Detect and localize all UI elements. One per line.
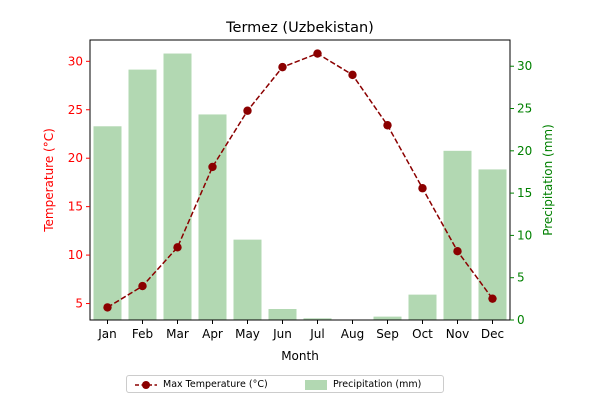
right-tick-label: 15 xyxy=(517,186,532,200)
axes-layer: 5 10 15 20 25 30 0 5 10 15 20 25 30 Jan Feb Mar Apr May Ju… xyxy=(68,39,532,341)
right-tick-label: 30 xyxy=(517,59,532,73)
temp-point-jun xyxy=(278,62,287,72)
right-tick-label: 20 xyxy=(517,144,532,158)
precip-bar-oct xyxy=(408,294,437,320)
chart-title: Termez (Uzbekistan) xyxy=(225,20,374,36)
temperature-line-layer xyxy=(103,49,497,312)
temp-point-feb xyxy=(138,281,147,291)
x-tick-label: Nov xyxy=(446,327,469,341)
temp-point-sep xyxy=(383,121,392,130)
x-tick-label: Jun xyxy=(272,327,292,341)
right-tick-label: 0 xyxy=(517,313,525,327)
left-axis-label: Temperature (°C) xyxy=(42,128,56,233)
x-tick-label: Sep xyxy=(376,327,399,341)
precip-bar-nov xyxy=(443,150,472,320)
right-axis-label: Precipitation (mm) xyxy=(541,124,555,236)
temp-point-jul xyxy=(313,49,322,58)
x-tick-label: Aug xyxy=(341,327,364,341)
x-tick-label: Mar xyxy=(166,327,189,341)
x-tick-label: Feb xyxy=(132,327,153,341)
temp-point-jan xyxy=(103,303,112,312)
legend: Max Temperature (°C) Precipitation (mm) xyxy=(126,375,444,393)
right-tick-label: 25 xyxy=(517,102,532,116)
right-tick-label: 5 xyxy=(517,271,525,285)
precip-bar-may xyxy=(233,239,262,320)
temp-point-aug xyxy=(348,70,357,80)
x-tick-label: Jul xyxy=(309,327,324,341)
temperature-line xyxy=(107,52,494,309)
temp-point-nov xyxy=(453,247,462,256)
precip-bar-mar xyxy=(163,53,192,321)
left-tick-label: 30 xyxy=(68,54,83,68)
legend-line-marker-icon xyxy=(135,380,157,389)
precip-bar-jun xyxy=(268,309,297,320)
plot-frame xyxy=(89,39,511,321)
precip-bar-jan xyxy=(93,126,122,320)
precip-bar-jul xyxy=(303,318,332,320)
left-tick-label: 10 xyxy=(68,248,83,262)
precip-bar-apr xyxy=(198,114,227,320)
left-tick-label: 20 xyxy=(68,151,83,165)
temp-point-mar xyxy=(173,243,182,252)
left-tick-label: 15 xyxy=(68,200,83,214)
x-tick-label: Apr xyxy=(202,327,223,341)
temp-point-apr xyxy=(208,162,217,172)
precip-bar-feb xyxy=(128,69,157,320)
x-tick-label: Oct xyxy=(412,327,433,341)
right-tick-label: 10 xyxy=(517,228,532,242)
x-tick-label: Dec xyxy=(481,327,504,341)
legend-label-temperature: Max Temperature (°C) xyxy=(163,379,268,390)
x-axis-label: Month xyxy=(281,349,319,363)
left-tick-label: 5 xyxy=(75,297,83,311)
x-tick-label: May xyxy=(235,327,260,341)
legend-bar-swatch-icon xyxy=(305,379,327,390)
temp-point-dec xyxy=(488,294,497,303)
precip-bar-sep xyxy=(373,316,402,320)
temp-point-oct xyxy=(418,184,427,193)
legend-label-precipitation: Precipitation (mm) xyxy=(333,379,422,390)
legend-item-precipitation: Precipitation (mm) xyxy=(305,378,421,391)
legend-item-temperature: Max Temperature (°C) xyxy=(135,378,268,391)
precipitation-bars xyxy=(93,53,507,321)
left-tick-label: 25 xyxy=(68,103,83,117)
x-tick-label: Jan xyxy=(97,327,117,341)
temp-point-may xyxy=(243,106,252,115)
